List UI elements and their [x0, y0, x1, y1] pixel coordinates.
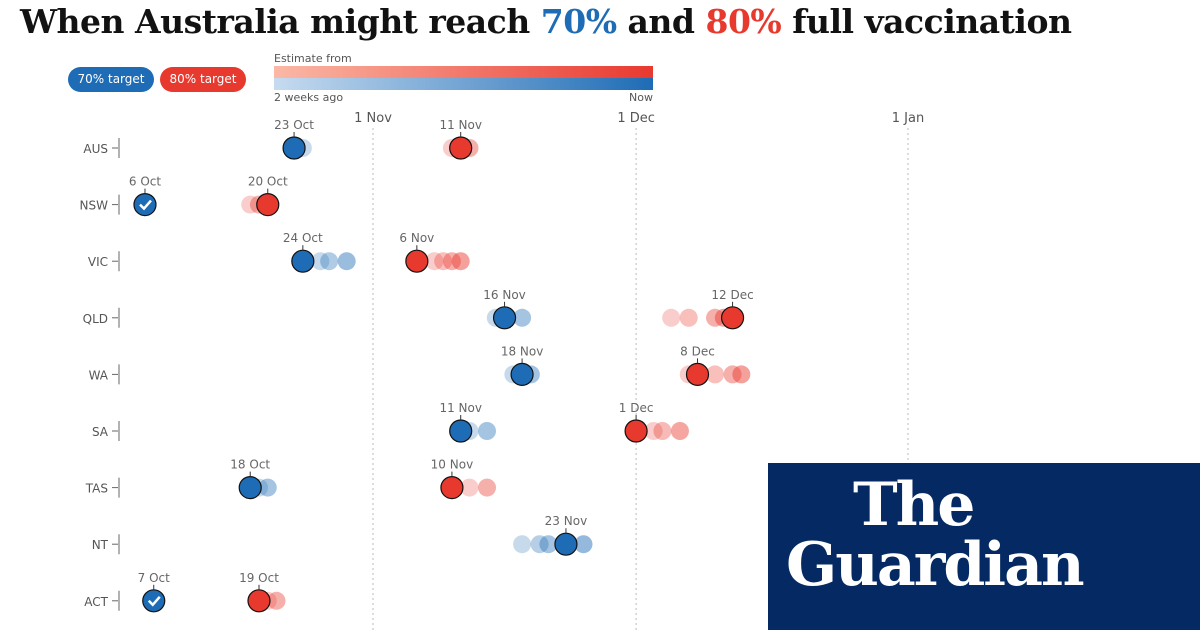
earlier-estimate-point [679, 308, 698, 327]
estimate-point-t80 [449, 136, 473, 160]
row-label-aus: AUS [83, 142, 108, 156]
earlier-estimate-point [451, 252, 470, 271]
estimate-point-t70 [510, 362, 534, 386]
earlier-estimate-point [478, 422, 497, 440]
earlier-estimate-point [442, 252, 461, 271]
legend-estimate-from: Estimate from [274, 52, 352, 65]
legend-end: Now [629, 91, 653, 104]
date-label: 18 Nov [501, 344, 544, 358]
earlier-estimate-point [258, 478, 277, 497]
date-label: 11 Nov [439, 118, 482, 132]
estimate-point-t70 [554, 532, 578, 556]
earlier-estimate-point [434, 252, 453, 271]
x-tick-label: 1 Dec [617, 111, 655, 126]
estimate-point-t80 [624, 419, 648, 443]
estimate-point-t70 [282, 136, 306, 160]
legend-70-target: 70% target [68, 67, 154, 92]
check-icon [139, 199, 152, 211]
row-label-nsw: NSW [80, 199, 109, 213]
earlier-estimate-point [425, 252, 444, 271]
estimate-point-t80 [720, 306, 745, 330]
row-label-qld: QLD [83, 312, 108, 326]
date-label: 10 Nov [431, 458, 474, 472]
earlier-estimate-point [706, 308, 725, 327]
title-text: and [616, 2, 706, 41]
earlier-estimate-point [574, 535, 593, 554]
estimate-point-t70 [238, 476, 262, 500]
earlier-estimate-point [662, 308, 681, 327]
date-label: 24 Oct [283, 231, 323, 245]
guardian-logo: The Guardian [768, 463, 1200, 630]
earlier-estimate-point [644, 422, 663, 440]
estimate-point-t80 [247, 589, 271, 613]
date-label: 6 Nov [399, 231, 434, 245]
date-label: 19 Oct [239, 571, 279, 585]
earlier-estimate-point [320, 252, 339, 271]
estimate-point-t70 [449, 419, 473, 443]
legend-80-target: 80% target [160, 67, 246, 92]
earlier-estimate-point [653, 422, 672, 440]
title-text: full vaccination [781, 2, 1072, 41]
earlier-estimate-point [539, 535, 558, 554]
earlier-estimate-point [732, 365, 751, 384]
row-label-tas: TAS [85, 482, 108, 496]
date-label: 6 Oct [129, 175, 161, 189]
date-label: 18 Oct [230, 458, 270, 472]
chart-title: When Australia might reach 70% and 80% f… [20, 2, 1072, 41]
estimate-point-t70 [492, 306, 517, 330]
date-label: 12 Dec [711, 288, 753, 302]
date-label: 16 Nov [483, 288, 526, 302]
row-label-nt: NT [92, 538, 109, 552]
estimate-point-t80 [440, 476, 464, 500]
earlier-estimate-point [460, 478, 479, 497]
legend-gradient [274, 66, 653, 90]
date-label: 23 Nov [545, 514, 588, 528]
gradient-blue [274, 78, 653, 90]
earlier-estimate-point [241, 195, 260, 214]
check-icon [147, 595, 161, 607]
estimate-point-t70 [133, 193, 157, 217]
title-text: When Australia might reach [20, 2, 541, 41]
earlier-estimate-point [267, 591, 286, 610]
earlier-estimate-point [513, 308, 532, 327]
row-label-wa: WA [89, 368, 109, 382]
date-label: 11 Nov [439, 401, 482, 415]
title-70: 70% [540, 2, 617, 41]
estimate-point-t70 [291, 249, 315, 273]
gradient-red [274, 66, 653, 78]
estimate-point-t80 [256, 193, 280, 217]
earlier-estimate-point [337, 252, 356, 271]
date-label: 1 Dec [619, 401, 654, 415]
legend-start: 2 weeks ago [274, 91, 344, 104]
x-tick-label: 1 Jan [892, 111, 924, 126]
row-label-act: ACT [84, 595, 108, 609]
estimate-point-t80 [405, 249, 429, 273]
earlier-estimate-point [670, 422, 689, 440]
date-label: 23 Oct [274, 118, 314, 132]
estimate-point-t70 [142, 589, 166, 613]
earlier-estimate-point [513, 535, 532, 554]
earlier-estimate-point [723, 365, 742, 384]
earlier-estimate-point [311, 252, 330, 271]
earlier-estimate-point [478, 478, 497, 497]
x-tick-label: 1 Nov [354, 111, 392, 126]
date-label: 8 Dec [680, 344, 715, 358]
row-label-sa: SA [92, 425, 109, 439]
date-label: 20 Oct [248, 175, 288, 189]
title-80: 80% [705, 2, 782, 41]
earlier-estimate-point [530, 535, 549, 554]
estimate-point-t80 [685, 362, 710, 386]
date-label: 7 Oct [138, 571, 170, 585]
earlier-estimate-point [706, 365, 725, 384]
row-label-vic: VIC [88, 255, 108, 269]
